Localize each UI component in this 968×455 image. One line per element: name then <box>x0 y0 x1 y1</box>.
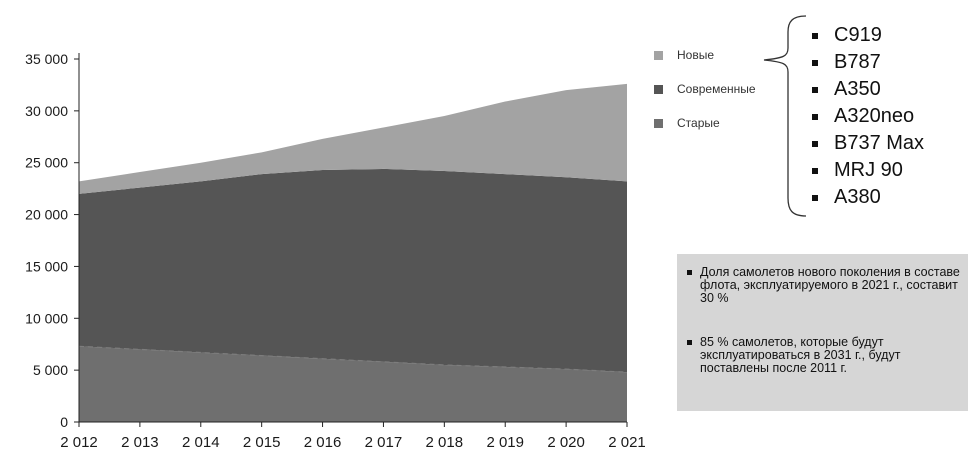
bullet-icon <box>812 113 818 120</box>
model-label: A320neo <box>834 105 915 127</box>
bullet-icon <box>687 340 692 345</box>
y-tick-label: 35 000 <box>25 51 68 67</box>
x-tick-label: 2 019 <box>486 434 524 451</box>
bullet-icon <box>812 32 818 39</box>
model-label: MRJ 90 <box>834 159 903 181</box>
model-item: MRJ 90 <box>812 157 924 184</box>
legend-label-modern: Современные <box>677 82 756 96</box>
area-series-modern <box>79 168 627 373</box>
model-item: B787 <box>812 49 924 76</box>
model-label: B737 Max <box>834 132 925 154</box>
model-label: A380 <box>834 186 881 208</box>
x-tick-label: 2 021 <box>608 434 646 451</box>
legend-item-old: Старые <box>654 106 756 140</box>
bullet-icon <box>812 140 818 147</box>
note-item: Доля самолетов нового поколения в состав… <box>687 266 962 305</box>
legend-item-modern: Современные <box>654 72 756 106</box>
x-tick-label: 2 016 <box>304 434 342 451</box>
y-tick-label: 15 000 <box>25 258 68 274</box>
x-tick-label: 2 014 <box>182 434 220 451</box>
y-tick-label: 5 000 <box>33 362 68 378</box>
model-item: C919 <box>812 22 924 49</box>
model-item: A350 <box>812 76 924 103</box>
new-models-list: C919 B787 A350 A320neo B737 Max MRJ 90 A… <box>812 22 924 211</box>
chart-legend: Новые Современные Старые <box>654 38 756 140</box>
x-tick-label: 2 018 <box>426 434 464 451</box>
note-item: 85 % самолетов, которые будут эксплуатир… <box>687 336 962 375</box>
x-tick-label: 2 015 <box>243 434 281 451</box>
note-text-deliveries: 85 % самолетов, которые будут эксплуатир… <box>700 335 901 375</box>
bullet-icon <box>812 86 818 93</box>
legend-label-old: Старые <box>677 116 720 130</box>
note-text-share: Доля самолетов нового поколения в состав… <box>700 265 960 305</box>
curly-brace <box>763 15 807 217</box>
y-tick-label: 0 <box>60 414 68 430</box>
legend-swatch-modern <box>654 84 663 94</box>
bullet-icon <box>812 194 818 201</box>
y-tick-label: 10 000 <box>25 310 68 326</box>
series-boundary-line <box>78 345 628 373</box>
bullet-icon <box>687 270 692 275</box>
x-tick-label: 2 013 <box>121 434 159 451</box>
legend-item-new: Новые <box>654 38 756 72</box>
legend-swatch-new <box>654 50 663 60</box>
x-tick-label: 2 012 <box>60 434 98 451</box>
x-tick-label: 2 017 <box>365 434 403 451</box>
bullet-icon <box>812 167 818 174</box>
model-label: C919 <box>834 24 882 46</box>
y-tick-label: 30 000 <box>25 103 68 119</box>
model-item: A320neo <box>812 103 924 130</box>
legend-swatch-old <box>654 118 663 128</box>
model-label: B787 <box>834 51 881 73</box>
x-tick-label: 2 020 <box>547 434 585 451</box>
y-tick-label: 25 000 <box>25 155 68 171</box>
bullet-icon <box>812 59 818 66</box>
area-series-old <box>79 346 627 422</box>
model-item: A380 <box>812 184 924 211</box>
notes-box: Доля самолетов нового поколения в состав… <box>677 254 968 411</box>
model-label: A350 <box>834 78 881 100</box>
model-item: B737 Max <box>812 130 924 157</box>
y-tick-label: 20 000 <box>25 207 68 223</box>
area-series-new <box>79 83 627 194</box>
legend-label-new: Новые <box>677 48 715 62</box>
